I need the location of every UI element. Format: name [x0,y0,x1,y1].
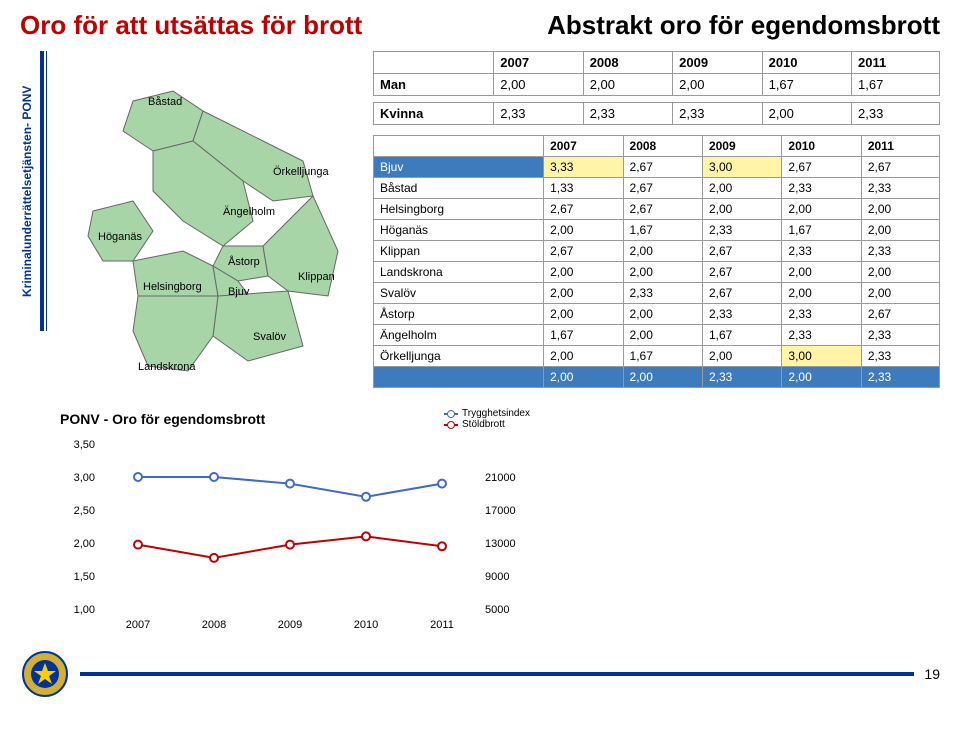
map-label: Båstad [148,96,182,108]
map-label: Landskrona [138,361,196,373]
svg-text:5000: 5000 [485,604,509,616]
municipality-table: 20072008200920102011 Bjuv3,332,673,002,6… [373,135,940,388]
line-chart: 3,50 3,00 2,50 2,00 1,50 1,00 21000 17000 13000 9… [60,434,530,634]
svg-text:9000: 9000 [485,571,509,583]
gender-table: 20072008200920102011 Man2,002,002,001,67… [373,51,940,125]
svg-text:13000: 13000 [485,538,516,550]
map-label: Ängelholm [223,206,275,218]
chart-legend: TrygghetsindexStöldbrott [444,408,530,430]
map-label: Helsingborg [143,281,202,293]
footer-rule [80,672,914,676]
svg-text:2007: 2007 [126,619,150,631]
map-label: Åstorp [228,256,260,268]
svg-text:2,00: 2,00 [74,538,95,550]
map-label: Klippan [298,271,335,283]
page-title-right: Abstrakt oro för egendomsbrott [547,10,940,41]
svg-text:17000: 17000 [485,505,516,517]
page-number: 19 [924,666,940,682]
svg-text:21000: 21000 [485,472,516,484]
svg-text:2008: 2008 [202,619,226,631]
sidebar-ponv-label: Kriminalunderrättelsetjänsten- PONV [20,51,34,331]
svg-text:3,00: 3,00 [74,472,95,484]
region-map: Båstad Örkelljunga Ängelholm Höganäs Åstorp K… [53,51,353,391]
svg-text:2010: 2010 [354,619,378,631]
map-label: Örkelljunga [273,166,329,178]
map-label: Höganäs [98,231,142,243]
police-badge-icon [20,649,70,699]
map-label: Bjuv [228,286,249,298]
chart-title: PONV - Oro för egendomsbrott [60,411,265,427]
svg-text:1,00: 1,00 [74,604,95,616]
svg-text:1,50: 1,50 [74,571,95,583]
svg-text:2,50: 2,50 [74,505,95,517]
svg-text:3,50: 3,50 [74,439,95,451]
map-label: Svalöv [253,331,286,343]
svg-text:2011: 2011 [430,619,454,631]
svg-text:2009: 2009 [278,619,302,631]
sidebar-rule [40,51,47,331]
page-title-left: Oro för att utsättas för brott [20,10,362,41]
